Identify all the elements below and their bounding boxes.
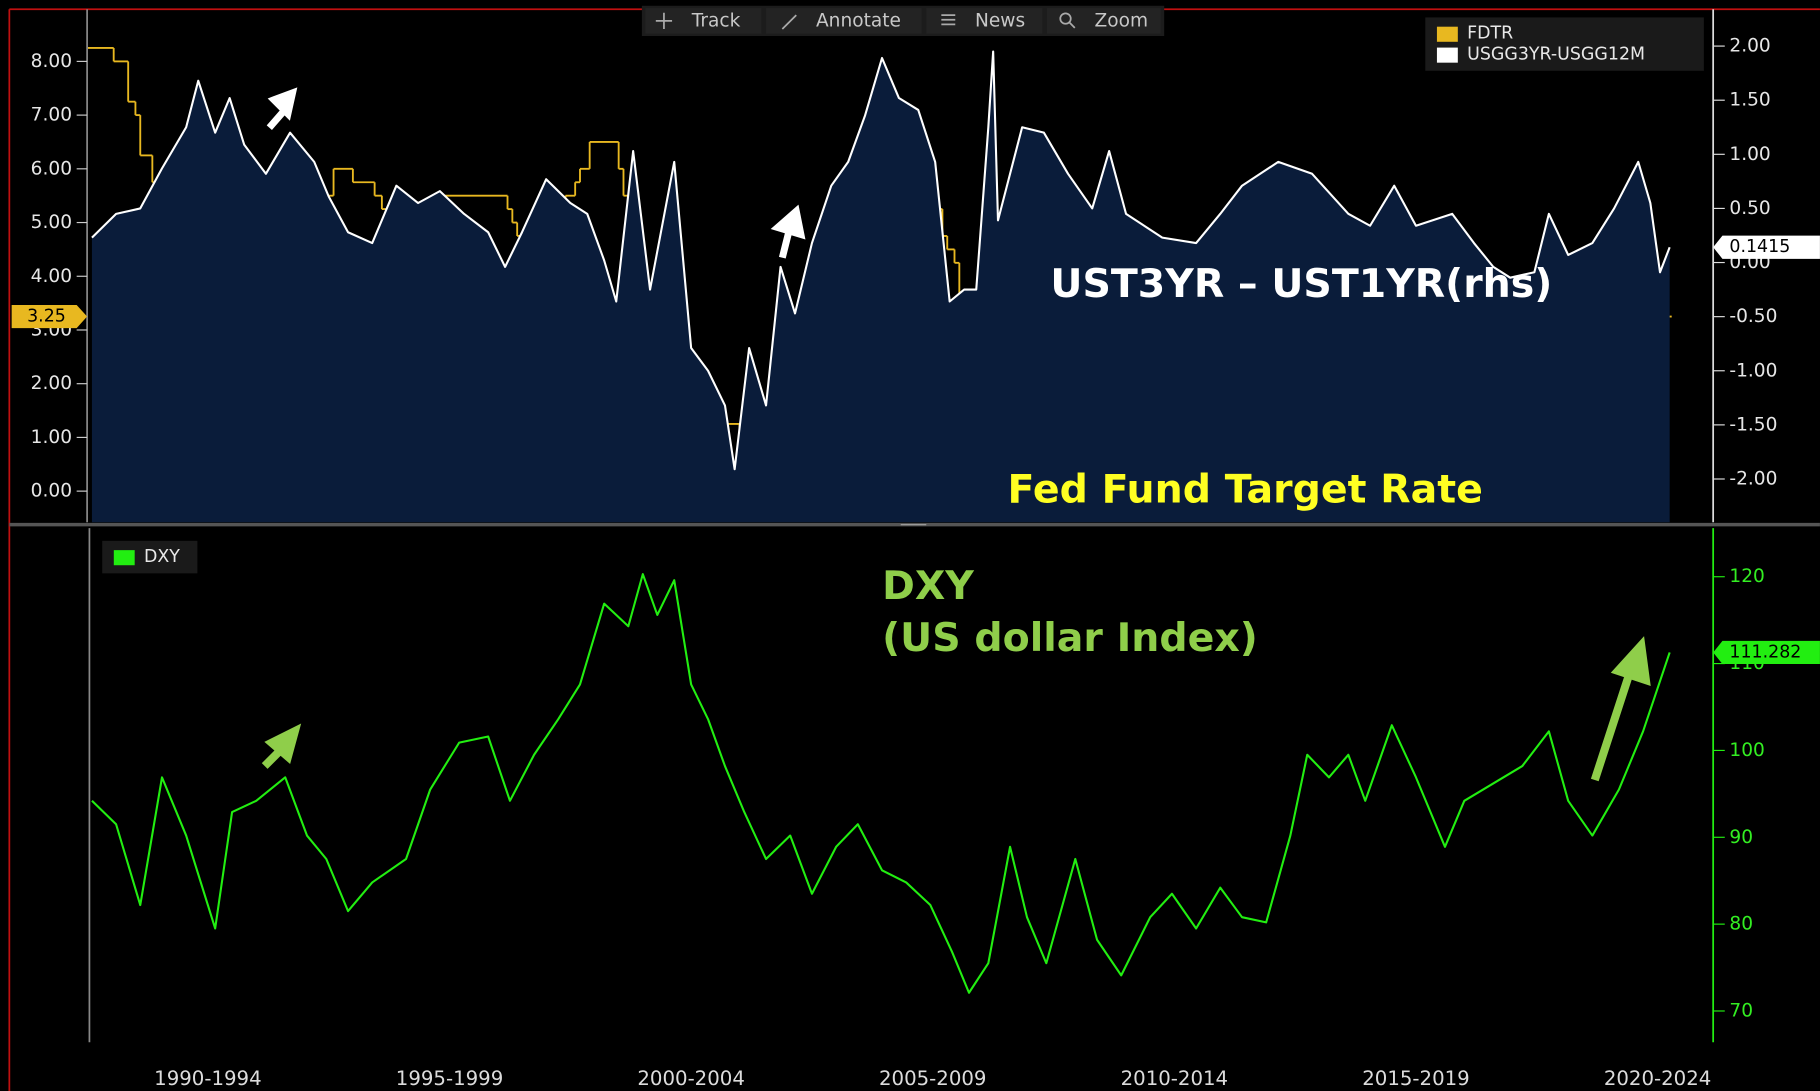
y-tick-label: 7.00	[31, 105, 72, 126]
area	[91, 51, 1670, 523]
annotation: (US dollar Index)	[882, 615, 1258, 661]
arrow	[266, 87, 298, 130]
toolbar-label[interactable]: Zoom	[1095, 10, 1149, 31]
y2-tick-label: 90	[1729, 827, 1753, 848]
toolbar: Track Annotate News Zoom	[641, 5, 1165, 36]
zoom-icon	[1068, 21, 1076, 29]
arrow	[261, 723, 302, 769]
legend-label: FDTR	[1467, 24, 1513, 44]
y2-tick-label: 0.50	[1729, 198, 1770, 219]
y2-tick-label: 120	[1729, 566, 1764, 587]
y2-tick-label: -1.00	[1729, 360, 1777, 381]
button-background[interactable]	[1046, 8, 1161, 34]
zoom-icon	[1059, 12, 1072, 25]
track-icon	[655, 12, 673, 30]
y2-tick-label: 1.00	[1729, 144, 1770, 165]
y-tick-label: 1.00	[31, 427, 72, 448]
last-value-tag	[1713, 640, 1820, 665]
toolbar-label[interactable]: Annotate	[816, 10, 901, 31]
news-button[interactable]: News	[926, 8, 1043, 34]
y2-tick-label: 80	[1729, 914, 1753, 935]
legend-swatch	[1436, 47, 1458, 63]
y2-tick-label: 100	[1729, 740, 1764, 761]
x-tick-label: 2010-2014	[1121, 1067, 1228, 1090]
x-tick-label: 1995-1999	[396, 1067, 503, 1090]
y-tick-label: 4.00	[31, 266, 72, 287]
arrow	[770, 204, 806, 259]
y2-tick-label: 1.50	[1729, 90, 1770, 111]
x-tick-label: 2015-2019	[1362, 1067, 1469, 1090]
button-background[interactable]	[766, 8, 922, 34]
x-tick-label: 1990-1994	[154, 1067, 261, 1090]
legend-box	[1425, 17, 1704, 71]
x-tick-label: 2000-2004	[637, 1067, 744, 1090]
last-value-label: 0.1415	[1729, 237, 1790, 257]
x-tick-label: 2020-2024	[1604, 1067, 1711, 1090]
line	[91, 50, 1671, 471]
y2-tick-label: -2.00	[1729, 468, 1777, 489]
y-tick-label: 5.00	[31, 212, 72, 233]
last-value-label: 111.282	[1729, 642, 1801, 662]
y-tick-label: 2.00	[31, 373, 72, 394]
news-icon	[941, 14, 956, 26]
line	[91, 573, 1671, 994]
track-button[interactable]: Track	[645, 8, 762, 34]
last-value-tag	[11, 304, 88, 329]
legend-label: DXY	[144, 547, 180, 567]
last-value-label: 3.25	[27, 307, 66, 327]
annotate-button[interactable]: Annotate	[766, 8, 922, 34]
toolbar-label[interactable]: News	[975, 10, 1025, 31]
y-tick-label: 8.00	[31, 51, 72, 72]
plots	[87, 47, 1672, 994]
y2-tick-label: -1.50	[1729, 414, 1777, 435]
legend-swatch	[1436, 26, 1458, 42]
x-tick-label: 2005-2009	[879, 1067, 986, 1090]
toolbar-label[interactable]: Track	[691, 10, 741, 31]
y2-tick-label: -0.50	[1729, 306, 1777, 327]
legend-label: USGG3YR-USGG12M	[1467, 45, 1645, 65]
legend-swatch	[113, 550, 135, 566]
annotation: UST3YR – UST1YR(rhs)	[1050, 261, 1552, 307]
annotation: Fed Fund Target Rate	[1007, 467, 1482, 513]
y2-tick-label: 70	[1729, 1000, 1753, 1021]
last-value-tag	[1713, 235, 1820, 259]
y2-tick-label: 2.00	[1729, 36, 1770, 57]
annotation: DXY	[882, 563, 974, 609]
annotate-icon	[781, 14, 797, 30]
y-tick-label: 6.00	[31, 158, 72, 179]
zoom-button[interactable]: Zoom	[1046, 8, 1161, 34]
y-tick-label: 0.00	[31, 481, 72, 502]
button-background[interactable]	[926, 8, 1043, 34]
arrow	[1590, 636, 1651, 782]
